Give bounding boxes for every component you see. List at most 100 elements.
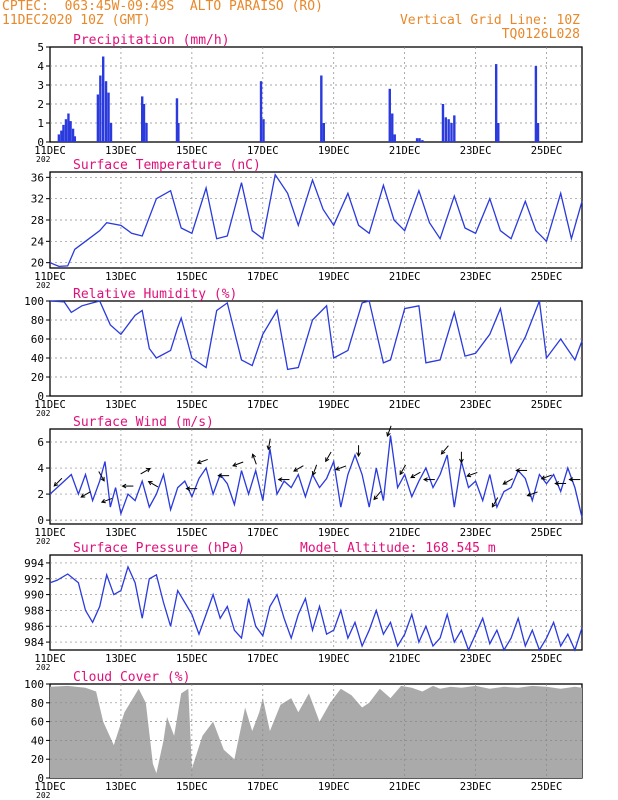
wind-arrow-shaft bbox=[410, 471, 421, 478]
panel-title: Surface Pressure (hPa) bbox=[73, 541, 245, 556]
wind-arrow bbox=[554, 481, 567, 486]
panel-frame bbox=[49, 554, 583, 651]
wind-arrow-shaft bbox=[197, 458, 208, 464]
y-tick-label: 28 bbox=[31, 214, 44, 227]
wind-arrow-head bbox=[53, 481, 59, 487]
wind-arrow-shaft bbox=[386, 425, 392, 437]
x-tick-label: 25DEC bbox=[531, 399, 563, 411]
wind-arrow-head bbox=[100, 498, 106, 504]
y-tick-label: 4 bbox=[37, 462, 44, 475]
precip-bar bbox=[60, 130, 63, 142]
y-tick-label: 0 bbox=[37, 514, 44, 527]
precip-bar bbox=[102, 56, 105, 142]
wind-arrow bbox=[440, 445, 449, 455]
wind-arrow-shaft bbox=[53, 477, 63, 487]
wind-arrow-head bbox=[459, 458, 464, 464]
precip-bar bbox=[109, 123, 113, 142]
wind-arrow bbox=[217, 473, 230, 479]
x-tick-label: 13DEC bbox=[105, 527, 137, 539]
precip-bar bbox=[64, 119, 68, 142]
y-tick-label: 20 bbox=[31, 371, 44, 384]
wind-arrow-head bbox=[251, 453, 256, 459]
wind-arrow-head bbox=[554, 481, 560, 486]
wind-arrow-shaft bbox=[267, 438, 271, 450]
x-tick-label: 15DEC bbox=[176, 145, 208, 157]
wind-arrow-head bbox=[399, 470, 404, 476]
wind-arrow bbox=[466, 471, 478, 478]
precip-bar bbox=[415, 138, 419, 142]
x-tick-label: 11DEC bbox=[34, 527, 66, 539]
y-tick-label: 36 bbox=[31, 171, 44, 184]
y-tick-label: 990 bbox=[24, 589, 44, 602]
panel-3: 0 2 4 6 11DEC 13DEC 15DEC 17DEC 19DEC 21DEC 23DEC 2… bbox=[34, 415, 583, 546]
wind-arrow-head bbox=[277, 477, 283, 482]
x-tick-label: 25DEC bbox=[531, 781, 563, 793]
wind-arrow-head bbox=[100, 476, 105, 482]
wind-arrow bbox=[293, 465, 304, 472]
y-tick-label: 994 bbox=[24, 557, 44, 570]
wind-arrow bbox=[251, 453, 257, 465]
y-tick-label: 0 bbox=[37, 136, 44, 149]
wind-arrow-shaft bbox=[491, 497, 499, 508]
precip-bar bbox=[142, 104, 146, 142]
y-tick-label: 24 bbox=[31, 235, 45, 248]
x-tick-label: 25DEC bbox=[531, 271, 563, 283]
wind-arrow bbox=[266, 438, 272, 451]
precip-bar bbox=[104, 81, 108, 142]
wind-arrow-shaft bbox=[101, 497, 113, 503]
wind-arrow bbox=[140, 468, 151, 475]
wind-arrow-head bbox=[540, 475, 546, 480]
wind-arrow bbox=[515, 468, 528, 473]
y-tick-label: 984 bbox=[24, 636, 44, 649]
wind-arrow-shaft bbox=[541, 474, 552, 480]
wind-arrow-head bbox=[266, 445, 272, 451]
x-tick-label: 11DEC bbox=[34, 781, 66, 793]
y-tick-label: 6 bbox=[37, 436, 44, 449]
x-tick-label: 21DEC bbox=[389, 527, 421, 539]
wind-arrow-shaft bbox=[148, 481, 159, 488]
x-tick-label: 15DEC bbox=[176, 271, 208, 283]
wind-arrow bbox=[373, 490, 382, 501]
wind-arrow-head bbox=[80, 493, 86, 498]
wind-arrow-head bbox=[217, 473, 223, 479]
wind-arrow-head bbox=[440, 449, 446, 455]
panel-1: 20 24 28 32 36 11DEC 13DEC 15DEC 17DEC 19DEC 21DEC… bbox=[31, 158, 583, 290]
y-tick-label: 60 bbox=[31, 716, 44, 729]
x-tick-label: 25DEC bbox=[531, 145, 563, 157]
panel-5: 0 20 40 60 80 100 11DEC 13DEC 15DEC 17DEC 19DEC 21D… bbox=[24, 670, 583, 800]
year-fragment: 202 bbox=[36, 663, 51, 672]
wind-arrow-head bbox=[410, 473, 416, 479]
x-tick-label: 17DEC bbox=[247, 399, 279, 411]
x-tick-label: 15DEC bbox=[176, 527, 208, 539]
wind-arrow-head bbox=[325, 457, 330, 463]
x-tick-label: 23DEC bbox=[460, 271, 492, 283]
x-tick-label: 13DEC bbox=[105, 145, 137, 157]
precip-bar bbox=[441, 104, 445, 142]
y-tick-label: 988 bbox=[24, 604, 44, 617]
wind-arrow-head bbox=[196, 459, 202, 465]
y-tick-label: 2 bbox=[37, 98, 44, 111]
grid-line-note: Vertical Grid Line: 10Z bbox=[399, 13, 580, 28]
wind-arrow bbox=[540, 474, 552, 480]
y-tick-label: 40 bbox=[31, 734, 44, 747]
panel-title: Precipitation (mm/h) bbox=[73, 33, 230, 48]
station-line: CPTEC: 063:45W-09:49S ALTO PARAISO (RO) bbox=[2, 0, 323, 14]
x-tick-label: 11DEC bbox=[34, 271, 66, 283]
wind-arrow-head bbox=[293, 467, 299, 472]
x-tick-label: 13DEC bbox=[105, 781, 137, 793]
year-fragment: 202 bbox=[36, 537, 51, 546]
y-tick-label: 2 bbox=[37, 488, 44, 501]
x-tick-label: 21DEC bbox=[389, 145, 421, 157]
wind-arrow-shaft bbox=[140, 468, 151, 475]
y-tick-label: 0 bbox=[37, 390, 44, 403]
x-tick-label: 19DEC bbox=[318, 781, 350, 793]
y-tick-label: 992 bbox=[24, 573, 44, 586]
panel-title: Cloud Cover (%) bbox=[73, 670, 190, 685]
wind-arrow-shaft bbox=[312, 464, 318, 476]
y-tick-label: 986 bbox=[24, 620, 44, 633]
wind-arrow-shaft bbox=[325, 451, 332, 462]
wind-arrow-shaft bbox=[373, 490, 382, 500]
precip-bar bbox=[62, 124, 65, 142]
wind-arrow bbox=[422, 477, 435, 482]
wind-arrow-shaft bbox=[503, 478, 513, 485]
